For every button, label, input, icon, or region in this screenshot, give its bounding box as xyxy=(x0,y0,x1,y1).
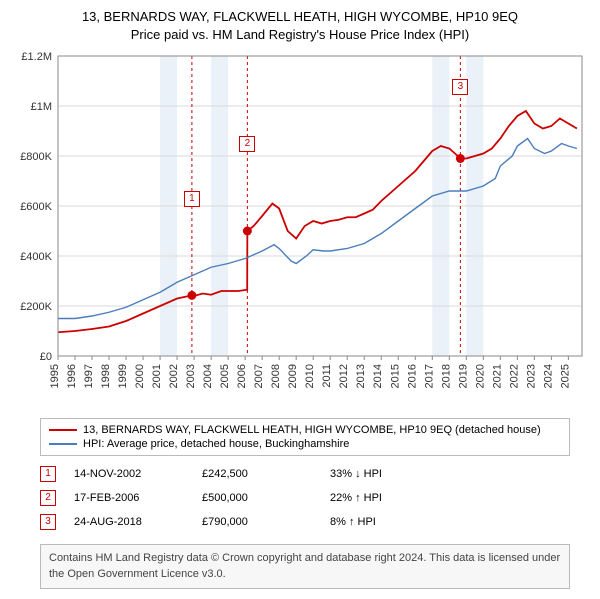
svg-text:2018: 2018 xyxy=(440,364,452,388)
legend: 13, BERNARDS WAY, FLACKWELL HEATH, HIGH … xyxy=(40,418,570,456)
svg-text:£400K: £400K xyxy=(20,251,52,263)
svg-text:2009: 2009 xyxy=(287,364,299,388)
event-price: £242,500 xyxy=(202,468,312,480)
svg-text:1998: 1998 xyxy=(100,364,112,388)
event-pct: 8% ↑ HPI xyxy=(330,516,460,528)
legend-label: 13, BERNARDS WAY, FLACKWELL HEATH, HIGH … xyxy=(83,424,541,436)
event-pct: 22% ↑ HPI xyxy=(330,492,460,504)
svg-text:1996: 1996 xyxy=(66,364,78,388)
svg-text:2024: 2024 xyxy=(542,364,554,388)
legend-swatch xyxy=(49,443,77,445)
svg-text:2020: 2020 xyxy=(474,364,486,388)
event-price: £790,000 xyxy=(202,516,312,528)
svg-text:2012: 2012 xyxy=(338,364,350,388)
svg-text:£1.2M: £1.2M xyxy=(21,51,52,63)
chart-event-badge: 3 xyxy=(452,79,468,95)
svg-text:2004: 2004 xyxy=(202,364,214,388)
svg-text:2002: 2002 xyxy=(168,364,180,388)
svg-text:2011: 2011 xyxy=(321,364,333,388)
svg-text:2021: 2021 xyxy=(491,364,503,388)
event-badge: 1 xyxy=(40,466,56,482)
event-pct: 33% ↓ HPI xyxy=(330,468,460,480)
event-row: 1 14-NOV-2002 £242,500 33% ↓ HPI xyxy=(40,462,570,486)
footnote: Contains HM Land Registry data © Crown c… xyxy=(40,544,570,589)
svg-text:2008: 2008 xyxy=(270,364,282,388)
svg-text:2013: 2013 xyxy=(355,364,367,388)
svg-text:2023: 2023 xyxy=(525,364,537,388)
svg-text:2000: 2000 xyxy=(134,364,146,388)
svg-text:£0: £0 xyxy=(40,351,52,363)
svg-text:2010: 2010 xyxy=(304,364,316,388)
event-badge: 3 xyxy=(40,514,56,530)
event-price: £500,000 xyxy=(202,492,312,504)
svg-text:£1M: £1M xyxy=(31,101,52,113)
svg-text:2022: 2022 xyxy=(508,364,520,388)
line-chart-svg: £0 £200K £400K £600K £800K £1M £1.2M 1995 1996 19… xyxy=(10,48,590,408)
svg-text:2017: 2017 xyxy=(423,364,435,388)
svg-text:2016: 2016 xyxy=(406,364,418,388)
event-row: 2 17-FEB-2006 £500,000 22% ↑ HPI xyxy=(40,486,570,510)
svg-text:2003: 2003 xyxy=(185,364,197,388)
legend-row: 13, BERNARDS WAY, FLACKWELL HEATH, HIGH … xyxy=(49,423,561,437)
svg-text:2005: 2005 xyxy=(219,364,231,388)
svg-text:1995: 1995 xyxy=(49,364,61,388)
event-date: 24-AUG-2018 xyxy=(74,516,184,528)
event-date: 14-NOV-2002 xyxy=(74,468,184,480)
legend-row: HPI: Average price, detached house, Buck… xyxy=(49,437,561,451)
svg-text:1997: 1997 xyxy=(83,364,95,388)
events-table: 1 14-NOV-2002 £242,500 33% ↓ HPI 2 17-FE… xyxy=(40,462,570,534)
legend-swatch xyxy=(49,429,77,431)
svg-text:2025: 2025 xyxy=(559,364,571,388)
chart-event-badge: 1 xyxy=(184,191,200,207)
svg-text:1999: 1999 xyxy=(117,364,129,388)
chart-title: 13, BERNARDS WAY, FLACKWELL HEATH, HIGH … xyxy=(10,8,590,44)
svg-text:2006: 2006 xyxy=(236,364,248,388)
svg-text:2014: 2014 xyxy=(372,364,384,388)
svg-text:2007: 2007 xyxy=(253,364,265,388)
event-badge: 2 xyxy=(40,490,56,506)
svg-text:2019: 2019 xyxy=(457,364,469,388)
svg-text:£600K: £600K xyxy=(20,201,52,213)
legend-label: HPI: Average price, detached house, Buck… xyxy=(83,438,349,450)
chart-area: £0 £200K £400K £600K £800K £1M £1.2M 1995 1996 19… xyxy=(10,48,590,408)
svg-text:£200K: £200K xyxy=(20,301,52,313)
title-line-2: Price paid vs. HM Land Registry's House … xyxy=(10,26,590,44)
title-line-1: 13, BERNARDS WAY, FLACKWELL HEATH, HIGH … xyxy=(10,8,590,26)
svg-text:£800K: £800K xyxy=(20,151,52,163)
svg-text:2001: 2001 xyxy=(151,364,163,388)
svg-text:2015: 2015 xyxy=(389,364,401,388)
event-row: 3 24-AUG-2018 £790,000 8% ↑ HPI xyxy=(40,510,570,534)
event-date: 17-FEB-2006 xyxy=(74,492,184,504)
chart-event-badge: 2 xyxy=(239,136,255,152)
